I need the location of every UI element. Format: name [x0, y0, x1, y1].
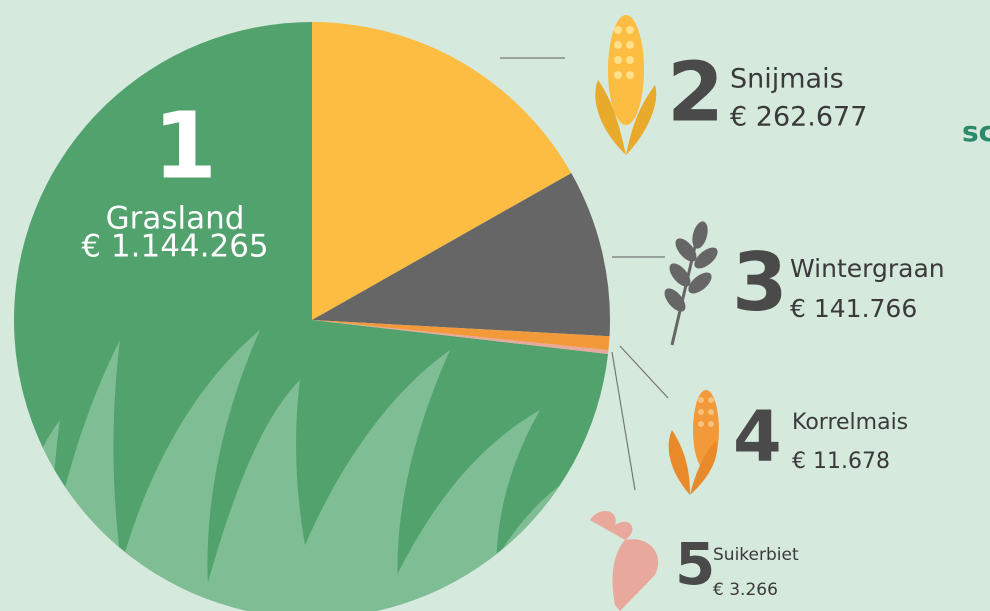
leader-line [611, 351, 636, 491]
category-label: Grasland [106, 201, 245, 237]
beet-icon [590, 510, 659, 611]
pie-slice [312, 22, 572, 320]
annotation: sc [962, 115, 990, 148]
value-label: € 141.766 [790, 294, 917, 323]
leader-lines [500, 57, 669, 491]
wheat-icon [664, 221, 718, 346]
pie-slice [312, 320, 610, 351]
corn-icon [595, 15, 657, 155]
category-label: Wintergraan [790, 254, 945, 283]
category-label: Snijmais [730, 64, 844, 95]
rank-label: 4 [733, 396, 782, 478]
corn-icon-small [668, 390, 719, 495]
leader-line [619, 345, 669, 399]
rank-label: 5 [675, 530, 715, 598]
pie-slice [312, 173, 610, 337]
category-label: Suikerbiet [713, 545, 799, 565]
category-label: Korrelmais [792, 410, 908, 435]
rank-label: 3 [732, 236, 788, 329]
value-label: € 11.678 [792, 449, 890, 474]
pie-slice [312, 320, 609, 355]
value-label: € 262.677 [730, 102, 867, 133]
value-label: € 3.266 [713, 580, 778, 600]
rank-label: 2 [667, 45, 724, 140]
value-label: € 1.144.265 [81, 229, 268, 265]
rank-label: 1 [153, 92, 217, 199]
